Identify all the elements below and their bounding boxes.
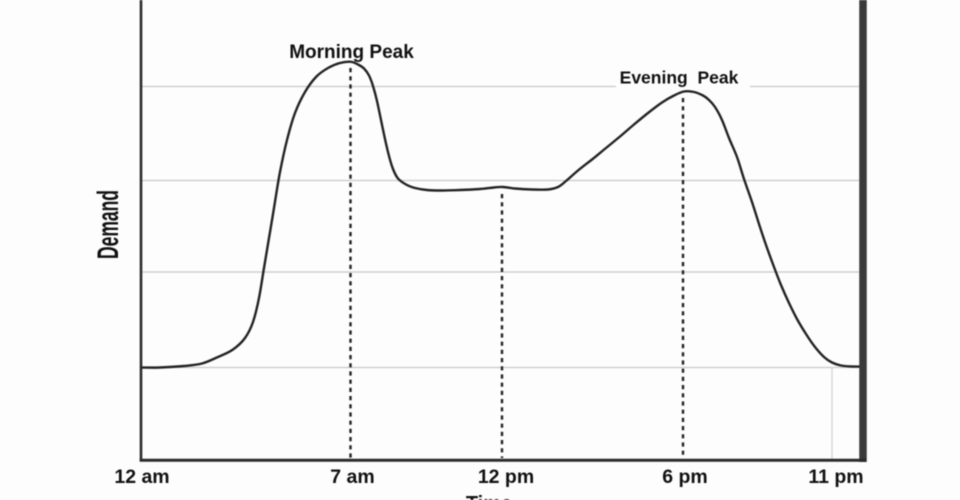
svg-text:Evening Peak: Evening Peak: [620, 68, 739, 88]
svg-text:Time: Time: [466, 493, 512, 500]
svg-text:6 pm: 6 pm: [662, 466, 708, 488]
svg-text:Morning Peak: Morning Peak: [289, 42, 414, 63]
svg-text:12 am: 12 am: [114, 466, 169, 488]
svg-text:12 pm: 12 pm: [478, 466, 534, 488]
svg-text:7 am: 7 am: [330, 466, 374, 488]
svg-text:11 pm: 11 pm: [808, 466, 863, 488]
svg-text:Demand: Demand: [92, 190, 125, 259]
